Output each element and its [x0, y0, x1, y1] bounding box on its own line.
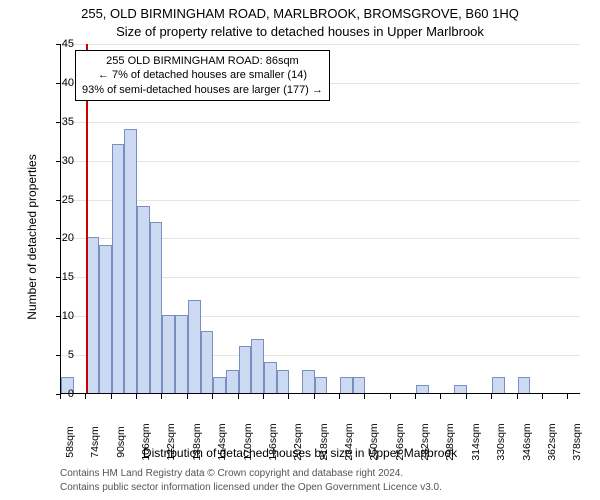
x-tick-mark	[466, 394, 467, 399]
histogram-bar	[150, 222, 163, 393]
histogram-bar	[175, 315, 188, 393]
x-tick-mark	[60, 394, 61, 399]
gridline	[61, 200, 580, 201]
x-tick-mark	[517, 394, 518, 399]
histogram-bar	[416, 385, 429, 393]
annotation-line-1: 255 OLD BIRMINGHAM ROAD: 86sqm	[82, 54, 323, 68]
x-tick-mark	[364, 394, 365, 399]
histogram-bar	[264, 362, 277, 393]
y-tick-label: 40	[44, 77, 74, 89]
y-tick-label: 15	[44, 271, 74, 283]
histogram-bar	[99, 245, 112, 393]
x-tick-mark	[161, 394, 162, 399]
x-tick-mark	[339, 394, 340, 399]
x-tick-mark	[314, 394, 315, 399]
footnote-license: Contains public sector information licen…	[60, 482, 442, 493]
x-tick-mark	[111, 394, 112, 399]
x-tick-mark	[390, 394, 391, 399]
histogram-bar	[213, 377, 226, 393]
plot-area: 255 OLD BIRMINGHAM ROAD: 86sqm ← 7% of d…	[60, 44, 580, 394]
x-tick-mark	[415, 394, 416, 399]
annotation-line-2: ← 7% of detached houses are smaller (14)	[82, 68, 323, 82]
gridline	[61, 161, 580, 162]
histogram-bar	[302, 370, 315, 393]
y-tick-label: 5	[44, 349, 74, 361]
x-tick-mark	[238, 394, 239, 399]
gridline	[61, 122, 580, 123]
histogram-bar	[518, 377, 531, 393]
x-tick-mark	[491, 394, 492, 399]
histogram-bar	[124, 129, 137, 393]
histogram-bar	[315, 377, 328, 393]
histogram-bar	[353, 377, 366, 393]
y-tick-label: 10	[44, 310, 74, 322]
histogram-bar	[162, 315, 175, 393]
x-tick-mark	[567, 394, 568, 399]
histogram-bar	[239, 346, 252, 393]
histogram-bar	[251, 339, 264, 393]
x-tick-mark	[440, 394, 441, 399]
y-tick-label: 45	[44, 38, 74, 50]
x-tick-mark	[187, 394, 188, 399]
annotation-box: 255 OLD BIRMINGHAM ROAD: 86sqm ← 7% of d…	[75, 50, 330, 101]
figure: 255, OLD BIRMINGHAM ROAD, MARLBROOK, BRO…	[0, 0, 600, 500]
histogram-bar	[454, 385, 467, 393]
histogram-bar	[201, 331, 214, 393]
y-tick-label: 30	[44, 155, 74, 167]
x-tick-mark	[263, 394, 264, 399]
footnote-copyright: Contains HM Land Registry data © Crown c…	[60, 468, 403, 479]
y-tick-label: 20	[44, 232, 74, 244]
x-tick-mark	[85, 394, 86, 399]
x-axis-label: Distribution of detached houses by size …	[0, 446, 600, 460]
chart-title-sub: Size of property relative to detached ho…	[0, 24, 600, 39]
histogram-bar	[112, 144, 125, 393]
x-tick-mark	[212, 394, 213, 399]
x-tick-mark	[542, 394, 543, 399]
x-tick-mark	[136, 394, 137, 399]
histogram-bar	[277, 370, 290, 393]
y-axis-label: Number of detached properties	[25, 137, 39, 337]
x-tick-mark	[288, 394, 289, 399]
gridline	[61, 44, 580, 45]
histogram-bar	[226, 370, 239, 393]
y-tick-label: 25	[44, 194, 74, 206]
annotation-line-3: 93% of semi-detached houses are larger (…	[82, 83, 323, 97]
chart-title-main: 255, OLD BIRMINGHAM ROAD, MARLBROOK, BRO…	[0, 6, 600, 21]
y-tick-label: 0	[44, 388, 74, 400]
histogram-bar	[188, 300, 201, 393]
histogram-bar	[340, 377, 353, 393]
y-tick-label: 35	[44, 116, 74, 128]
histogram-bar	[137, 206, 150, 393]
histogram-bar	[492, 377, 505, 393]
